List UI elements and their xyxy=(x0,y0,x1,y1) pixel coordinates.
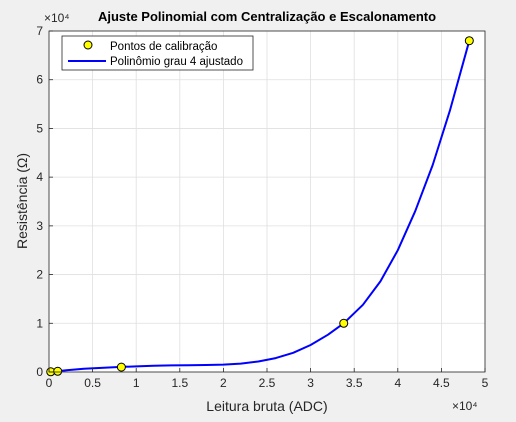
calibration-point xyxy=(464,36,474,46)
chart-title: Ajuste Polinomial com Centralização e Es… xyxy=(98,9,436,24)
x-tick-label: 4.5 xyxy=(433,376,450,390)
x-tick-label: 2.5 xyxy=(259,376,276,390)
y-exponent-label: ×10⁴ xyxy=(44,11,70,25)
y-tick-label: 0 xyxy=(36,365,43,379)
y-axis-label: Resistência (Ω) xyxy=(14,153,30,249)
legend-box xyxy=(61,35,254,71)
calibration-point xyxy=(339,318,349,328)
x-tick-label: 3.5 xyxy=(346,376,363,390)
calibration-point xyxy=(53,366,63,376)
y-tick-label: 1 xyxy=(36,316,43,330)
x-tick-label: 1.5 xyxy=(171,376,188,390)
y-tick-label: 5 xyxy=(36,121,43,135)
y-tick-label: 4 xyxy=(36,170,43,184)
legend-label-points: Pontos de calibração xyxy=(110,41,217,53)
y-tick-label: 7 xyxy=(36,24,43,38)
y-tick-label: 2 xyxy=(36,268,43,282)
legend-marker-icon xyxy=(83,40,93,50)
x-axis-label: Leitura bruta (ADC) xyxy=(206,398,327,414)
y-tick-label: 3 xyxy=(36,219,43,233)
ticks: 0 0.5 1 1.5 2 2.5 3 3.5 4 4.5 5 0 1 2 3 4 5 6 7 xyxy=(36,24,488,390)
x-tick-label: 5 xyxy=(482,376,489,390)
y-tick-label: 6 xyxy=(36,73,43,87)
x-tick-label: 0 xyxy=(46,376,53,390)
legend-label-fit: Polinômio grau 4 ajustado xyxy=(110,56,243,68)
x-exponent-label: ×10⁴ xyxy=(452,399,478,413)
x-tick-label: 2 xyxy=(220,376,227,390)
calibration-point xyxy=(116,362,126,372)
x-tick-label: 0.5 xyxy=(84,376,101,390)
x-tick-label: 3 xyxy=(307,376,314,390)
legend: Pontos de calibração Polinômio grau 4 aj… xyxy=(61,35,254,71)
x-tick-label: 1 xyxy=(133,376,140,390)
x-tick-label: 4 xyxy=(394,376,401,390)
data-layer xyxy=(46,36,474,377)
